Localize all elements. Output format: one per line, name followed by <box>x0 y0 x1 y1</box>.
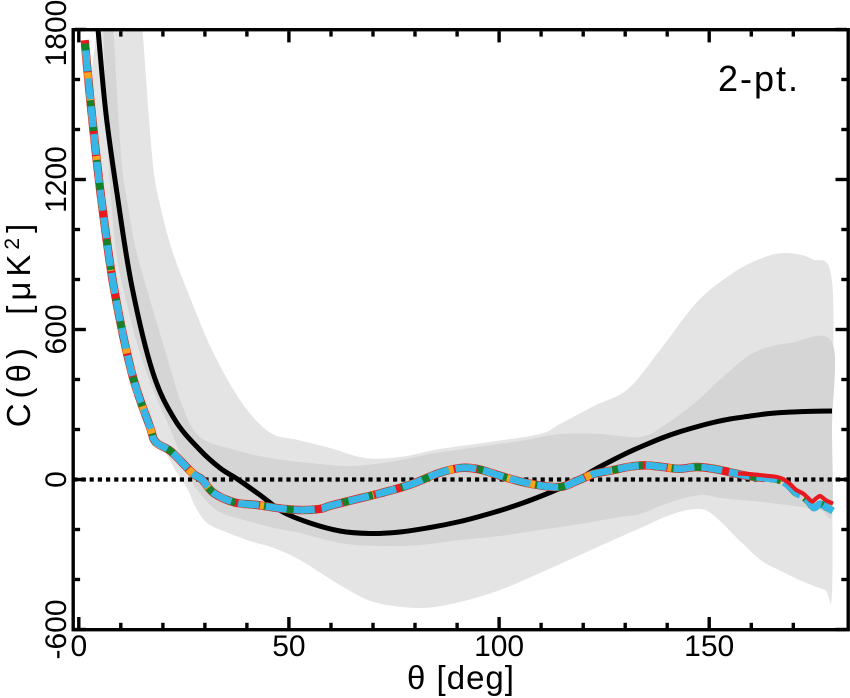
svg-text:0: 0 <box>40 471 73 488</box>
svg-text:1800: 1800 <box>40 0 73 66</box>
svg-text:-600: -600 <box>40 599 73 659</box>
svg-text:2-pt.: 2-pt. <box>718 58 800 99</box>
svg-text:150: 150 <box>684 630 734 663</box>
svg-text:1200: 1200 <box>40 146 73 213</box>
svg-text:0: 0 <box>70 630 87 663</box>
svg-text:C(θ) [μK2]: C(θ) [μK2] <box>0 219 37 428</box>
svg-text:100: 100 <box>474 630 524 663</box>
svg-text:θ [deg]: θ [deg] <box>407 659 515 696</box>
svg-text:50: 50 <box>272 630 305 663</box>
svg-text:600: 600 <box>40 304 73 354</box>
